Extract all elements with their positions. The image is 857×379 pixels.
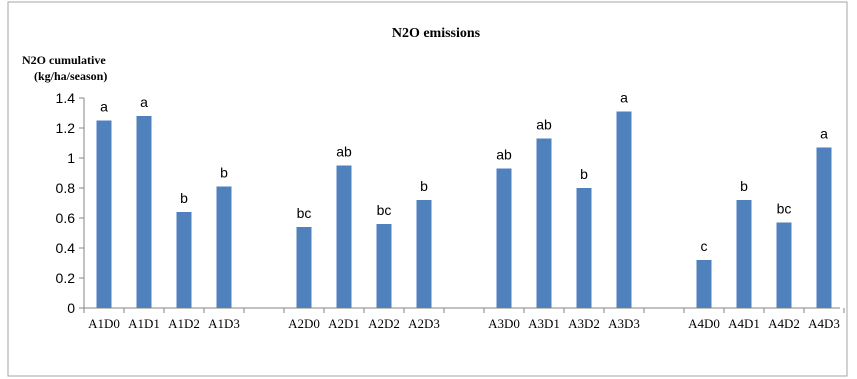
y-tick-label: 0.8	[56, 180, 76, 196]
significance-letter: b	[580, 166, 588, 182]
plot-area: 0 0.2 0.4 0.6 0.8 1 1.2 1.4 a A1D0 a A1D1 b A1D2 b A1D3…	[56, 90, 845, 331]
x-tick-label: A3D3	[608, 316, 640, 331]
bar	[776, 222, 792, 308]
significance-letter: a	[100, 99, 108, 115]
y-tick-label: 1	[67, 150, 75, 166]
significance-letter: a	[820, 126, 828, 142]
y-tick-label: 0.4	[56, 240, 76, 256]
bar	[176, 212, 192, 308]
y-axis-label-line1: N2O cumulative	[22, 53, 106, 67]
bar	[336, 165, 352, 308]
bar	[736, 200, 752, 308]
significance-letter: ab	[336, 144, 352, 160]
x-tick-label: A3D1	[528, 316, 560, 331]
x-tick-label: A2D3	[408, 316, 440, 331]
x-tick-label: A1D2	[168, 316, 200, 331]
x-tick-label: A3D0	[488, 316, 520, 331]
significance-letter: ab	[496, 147, 512, 163]
bar	[616, 111, 632, 308]
x-tick-label: A4D0	[688, 316, 720, 331]
significance-letter: b	[740, 178, 748, 194]
significance-letter: ab	[536, 117, 552, 133]
bar	[816, 147, 832, 308]
x-tick-label: A2D2	[368, 316, 400, 331]
y-tick-label: 0.6	[56, 210, 76, 226]
x-tick-label: A4D3	[808, 316, 840, 331]
y-axis-label-line2: (kg/ha/season)	[34, 69, 107, 83]
significance-letter: b	[420, 178, 428, 194]
bar	[576, 188, 592, 308]
y-tick-label: 0	[67, 300, 75, 316]
bar	[416, 200, 432, 308]
significance-letter: a	[140, 94, 148, 110]
significance-letter: c	[701, 238, 708, 254]
y-tick-label: 1.2	[56, 120, 76, 136]
significance-letter: bc	[297, 205, 312, 221]
x-tick-label: A1D0	[88, 316, 120, 331]
chart-title: N2O emissions	[392, 26, 481, 41]
bar	[536, 138, 552, 308]
x-tick-label: A2D0	[288, 316, 320, 331]
bar	[696, 260, 712, 308]
significance-letter: b	[220, 165, 228, 181]
bar	[296, 227, 312, 308]
significance-letter: bc	[777, 201, 792, 217]
bar	[136, 116, 152, 308]
x-tick-label: A4D2	[768, 316, 800, 331]
x-tick-label: A4D1	[728, 316, 760, 331]
bar	[496, 168, 512, 308]
bar	[376, 224, 392, 308]
significance-letter: a	[620, 90, 628, 106]
bar	[216, 186, 232, 308]
y-tick-label: 0.2	[56, 270, 76, 286]
significance-letter: b	[180, 190, 188, 206]
significance-letter: bc	[377, 202, 392, 218]
x-tick-label: A2D1	[328, 316, 360, 331]
x-tick-label: A3D2	[568, 316, 600, 331]
y-tick-label: 1.4	[56, 90, 76, 106]
x-tick-label: A1D1	[128, 316, 160, 331]
x-tick-label: A1D3	[208, 316, 240, 331]
bar	[96, 120, 112, 308]
